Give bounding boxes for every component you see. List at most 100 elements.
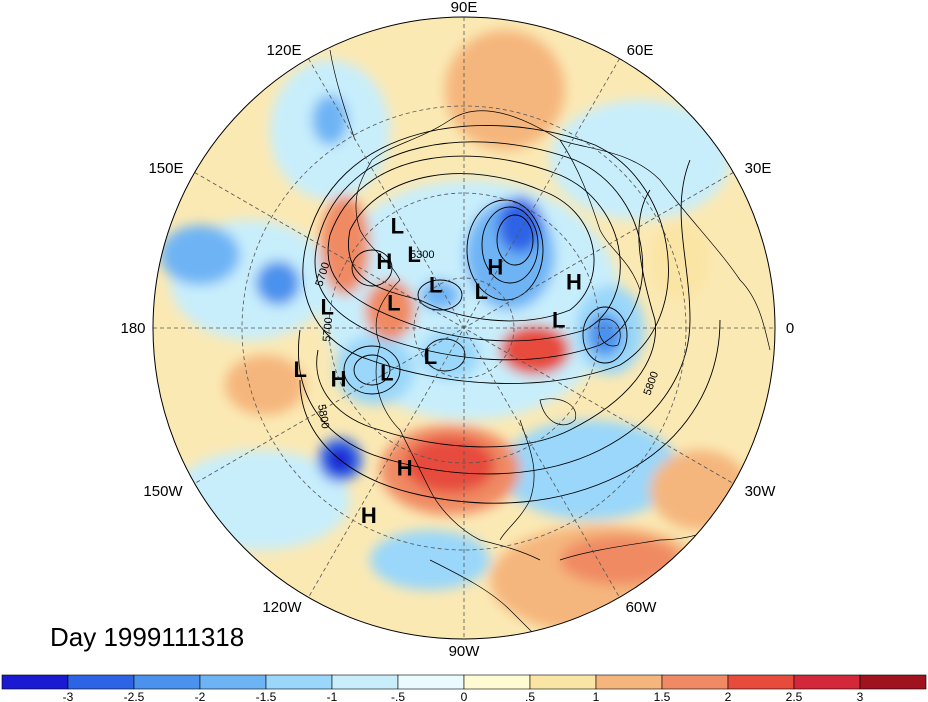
shading-layer xyxy=(153,17,775,639)
height-contour xyxy=(298,159,691,475)
low-pressure-marker: L xyxy=(429,272,442,297)
anomaly-area xyxy=(320,195,370,295)
height-contour xyxy=(316,189,656,448)
anomaly-area xyxy=(405,437,495,493)
coastline-east-asia xyxy=(329,49,356,141)
lon-label-90e: 90E xyxy=(451,0,478,16)
anomaly-area xyxy=(500,420,680,520)
colorbar-swatch xyxy=(331,674,399,690)
height-contour xyxy=(302,125,669,384)
low-pressure-marker: L xyxy=(552,308,565,333)
height-contour xyxy=(351,249,393,287)
high-pressure-marker: H xyxy=(566,269,582,294)
lon-label-60w: 60W xyxy=(626,599,658,616)
colorbar-swatch xyxy=(133,674,201,690)
contour-label: 5800 xyxy=(315,403,331,429)
coastline-greenland xyxy=(539,398,577,426)
anomaly-area xyxy=(498,197,542,253)
anomaly-area xyxy=(445,30,565,150)
high-pressure-marker: H xyxy=(331,367,347,392)
high-pressure-marker: H xyxy=(361,503,377,528)
anomaly-area xyxy=(420,280,460,310)
height-contour xyxy=(481,206,539,284)
colorbar-tick-label: 2.5 xyxy=(786,690,803,702)
height-contour xyxy=(582,306,628,364)
colorbar-tick-label: -1.5 xyxy=(256,690,277,702)
coastline-north-america-east xyxy=(499,419,535,541)
colorbar-tick-label: -.5 xyxy=(391,690,405,702)
colorbar-tick-label: 2 xyxy=(725,690,732,702)
longitude-labels: 90E 60E 30E 0 30W 60W 90W 120W 150W 180 … xyxy=(120,0,794,660)
colorbar-tick-label: -2 xyxy=(195,690,206,702)
lon-label-120w: 120W xyxy=(262,599,302,616)
colorbar-swatch xyxy=(661,674,729,690)
height-contour xyxy=(348,173,595,322)
colorbar-swatch xyxy=(67,674,135,690)
colorbar-swatch xyxy=(793,674,861,690)
high-pressure-marker: H xyxy=(397,456,413,481)
low-pressure-marker: L xyxy=(293,357,306,382)
lon-label-150w: 150W xyxy=(143,483,183,500)
lon-label-30e: 30E xyxy=(745,160,772,177)
anomaly-area xyxy=(650,450,750,530)
meridian-line xyxy=(194,172,734,484)
coastline-eurasia-north xyxy=(371,110,771,351)
high-pressure-marker: H xyxy=(487,255,503,280)
coastlines xyxy=(329,49,771,639)
colorbar-swatch xyxy=(199,674,267,690)
contour-label: 5700 xyxy=(321,317,335,342)
height-contour xyxy=(314,141,643,361)
lon-label-120e: 120E xyxy=(266,42,301,59)
low-pressure-marker: L xyxy=(391,213,404,238)
colorbar-swatch xyxy=(727,674,795,690)
colorbar-tick-label: 0 xyxy=(461,690,468,702)
anomaly-area xyxy=(160,225,240,285)
low-pressure-marker: L xyxy=(380,361,393,386)
anomaly-area xyxy=(587,313,623,357)
anomaly-area xyxy=(650,220,710,300)
height-contour xyxy=(299,319,721,504)
map-boundary xyxy=(152,16,776,640)
contour-labels: 5300 5700 5700 5800 5800 xyxy=(313,249,661,430)
lon-label-0: 0 xyxy=(786,320,794,337)
lon-label-180: 180 xyxy=(120,320,145,337)
colorbar-swatch xyxy=(859,674,927,690)
colorbar-tick-label: .5 xyxy=(525,690,535,702)
height-contour xyxy=(353,354,391,386)
anomaly-area xyxy=(312,95,348,145)
low-pressure-marker: L xyxy=(387,291,400,316)
anomaly-area xyxy=(256,261,300,305)
anomaly-area xyxy=(560,535,680,585)
low-pressure-marker: L xyxy=(424,344,437,369)
height-contour xyxy=(496,214,534,266)
high-pressure-marker: H xyxy=(376,249,392,274)
graticule xyxy=(153,17,775,639)
colorbar-tick-label: 1.5 xyxy=(654,690,671,702)
contour-label: 5300 xyxy=(410,249,434,261)
low-pressure-marker: L xyxy=(320,294,333,319)
lon-label-90w: 90W xyxy=(449,643,481,660)
colorbar-tick-label: -1 xyxy=(327,690,338,702)
colorbar-swatch xyxy=(265,674,333,690)
coastline-siberia-east xyxy=(355,159,401,281)
colorbar-tick-label: 3 xyxy=(857,690,864,702)
colorbar-swatch xyxy=(397,674,465,690)
lon-label-150e: 150E xyxy=(148,160,183,177)
height-contours xyxy=(298,125,721,504)
colorbar-swatch xyxy=(463,674,531,690)
colorbar-swatch xyxy=(529,674,597,690)
height-contour xyxy=(417,279,463,311)
anomaly-area xyxy=(550,100,730,220)
coastline-scandinavia xyxy=(559,139,641,291)
day-title: Day 1999111318 xyxy=(50,622,244,652)
lon-label-30w: 30W xyxy=(745,483,777,500)
low-pressure-marker: L xyxy=(407,242,420,267)
colorbar-tick-label: 1 xyxy=(593,690,600,702)
colorbar-swatch xyxy=(595,674,663,690)
anomaly-area xyxy=(335,335,415,405)
colorbar: -3 -2.5 -2 -1.5 -1 -.5 0 .5 1 1.5 2 2.5 3 xyxy=(1,674,927,702)
anomaly-area xyxy=(225,355,305,415)
colorbar-tick-label: -3 xyxy=(63,690,74,702)
